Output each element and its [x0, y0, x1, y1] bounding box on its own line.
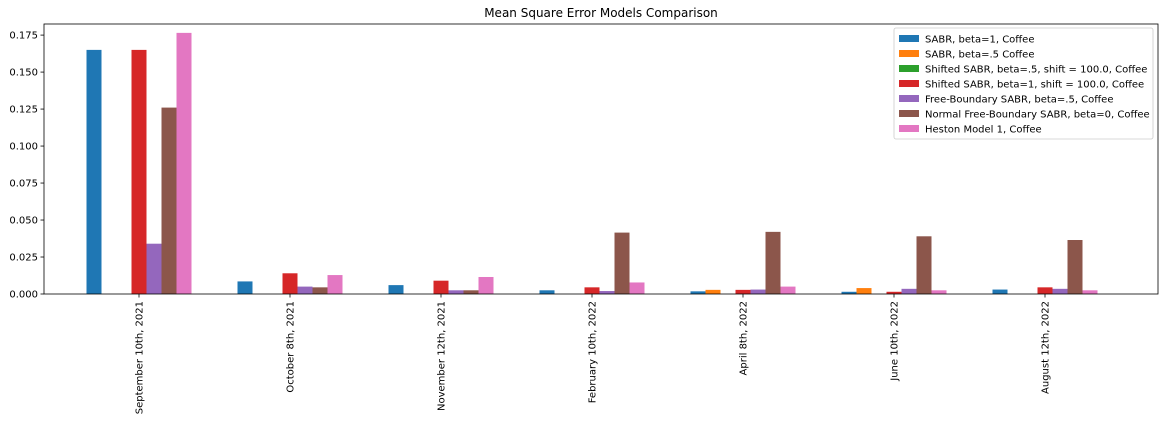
x-axis: September 10th, 2021 October 8th, 2021 Nov… [135, 294, 1052, 414]
legend-swatch [899, 65, 919, 72]
legend-swatch [899, 50, 919, 57]
bar [327, 275, 343, 294]
bar [1037, 287, 1053, 294]
y-tick-label: 0.075 [9, 179, 38, 190]
bar [1082, 290, 1098, 294]
bars-layer [86, 32, 1098, 294]
bar [463, 290, 479, 294]
legend-swatch [899, 125, 919, 132]
legend-label: Heston Model 1, Coffee [925, 125, 1042, 136]
legend-label: Free-Boundary SABR, beta=.5, Coffee [925, 95, 1113, 106]
bar [780, 286, 796, 294]
y-tick-label: 0.125 [9, 105, 38, 116]
bar [931, 290, 947, 294]
x-tick-label: April 8th, 2022 [739, 301, 750, 375]
bar [614, 232, 630, 294]
x-tick-label: June 10th, 2022 [890, 301, 901, 382]
legend-swatch [899, 95, 919, 102]
bar [992, 289, 1008, 294]
legend-label: SABR, beta=1, Coffee [925, 35, 1034, 46]
x-tick-label: October 8th, 2021 [286, 301, 297, 393]
y-tick-label: 0.025 [9, 253, 38, 264]
legend-label: SABR, beta=.5 Coffee [925, 50, 1034, 61]
bar [856, 288, 872, 294]
y-tick-label: 0.100 [9, 142, 38, 153]
legend-swatch [899, 80, 919, 87]
plot-frame [43, 23, 1159, 295]
x-tick-label: November 12th, 2021 [437, 301, 448, 411]
bar [901, 288, 917, 294]
bar [131, 49, 147, 294]
bar [599, 291, 615, 294]
bar [765, 231, 781, 294]
bar [388, 285, 404, 294]
bar [176, 32, 192, 294]
legend-label: Shifted SABR, beta=1, shift = 100.0, Cof… [925, 80, 1144, 91]
bar [690, 291, 706, 294]
bar [146, 243, 162, 294]
bar [584, 287, 600, 294]
bar [161, 107, 177, 294]
bar [448, 290, 464, 294]
bar [1067, 240, 1083, 294]
bar [297, 286, 313, 294]
bar [539, 290, 555, 294]
bar [433, 280, 449, 294]
bar [86, 49, 102, 294]
legend-label: Shifted SABR, beta=.5, shift = 100.0, Co… [925, 65, 1147, 76]
legend-swatch [899, 35, 919, 42]
bar [916, 236, 932, 294]
bar [237, 281, 253, 294]
x-tick-label: February 10th, 2022 [588, 301, 599, 403]
y-tick-label: 0.175 [9, 31, 38, 42]
bar [705, 289, 721, 294]
x-tick-label: September 10th, 2021 [135, 301, 146, 414]
bar [750, 289, 766, 294]
y-tick-label: 0.000 [9, 290, 38, 301]
bar [282, 273, 298, 294]
bar [312, 287, 328, 294]
legend: SABR, beta=1, Coffee SABR, beta=.5 Coffee… [893, 27, 1154, 140]
chart-title: Mean Square Error Models Comparison [484, 6, 718, 20]
bar [629, 282, 645, 294]
bar [1052, 288, 1068, 294]
y-tick-label: 0.050 [9, 216, 38, 227]
bar [841, 291, 857, 294]
legend-swatch [899, 110, 919, 117]
y-axis: 0.000 0.025 0.050 0.075 0.100 0.125 0.150 0.175 [9, 31, 44, 301]
bar [886, 291, 902, 294]
legend-box [893, 27, 1154, 140]
bar [735, 289, 751, 294]
bar [478, 276, 494, 294]
legend-label: Normal Free-Boundary SABR, beta=0, Coffe… [925, 110, 1150, 121]
x-tick-label: August 12th, 2022 [1041, 301, 1052, 394]
y-tick-label: 0.150 [9, 68, 38, 79]
